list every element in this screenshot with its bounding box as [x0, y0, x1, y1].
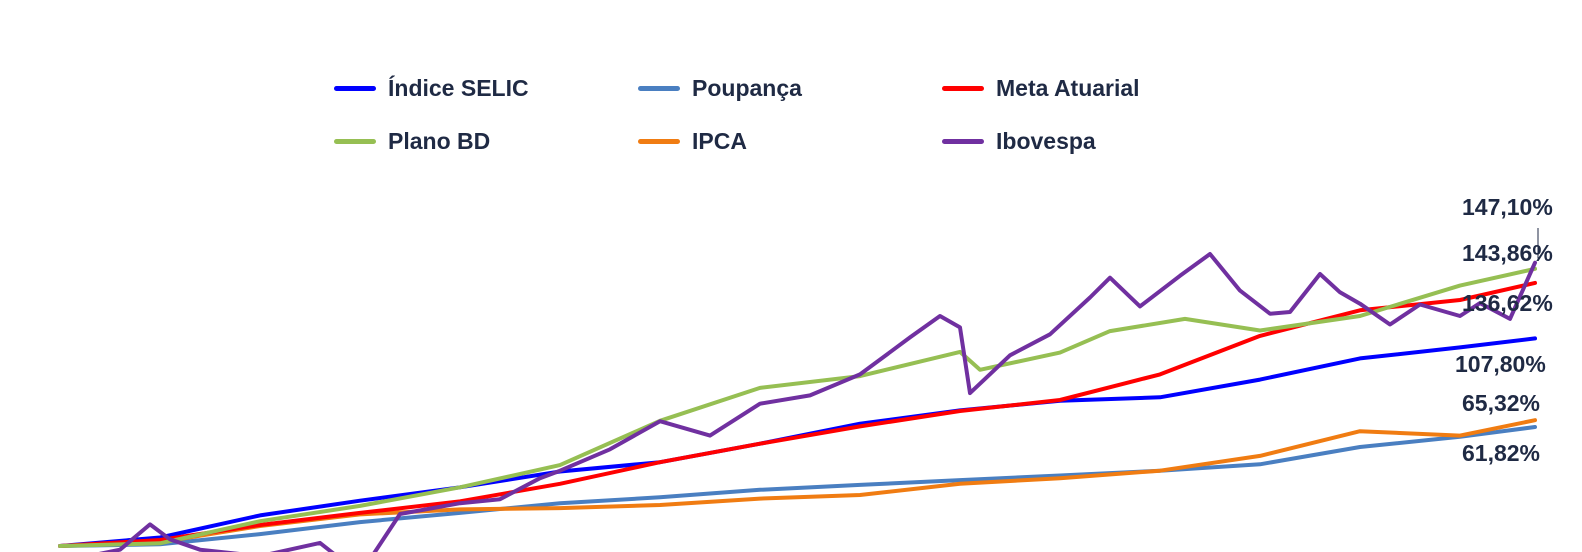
series-line-poupanca — [58, 425, 1537, 548]
end-label-indice-selic: 107,80% — [1455, 351, 1546, 377]
legend-item-ibovespa[interactable]: Ibovespa — [942, 128, 1096, 155]
legend-item-poupanca[interactable]: Poupança — [638, 75, 802, 102]
legend-item-indice-selic[interactable]: Índice SELIC — [334, 75, 529, 102]
legend-item-ipca[interactable]: IPCA — [638, 128, 747, 155]
end-label-ipca: 65,32% — [1462, 390, 1541, 416]
legend-swatch-meta-atuarial — [942, 86, 984, 91]
legend-label-ibovespa: Ibovespa — [996, 128, 1096, 154]
series-line-ibovespa — [98, 252, 1537, 552]
legend-label-poupanca: Poupança — [692, 75, 802, 101]
legend-swatch-ibovespa — [942, 139, 984, 144]
end-label-ibovespa: 147,10% — [1462, 194, 1553, 220]
legend-swatch-poupanca — [638, 86, 680, 91]
legend-label-ipca: IPCA — [692, 128, 747, 154]
legend-swatch-ipca — [638, 139, 680, 144]
legend-label-indice-selic: Índice SELIC — [388, 75, 529, 101]
end-label-poupanca: 61,82% — [1462, 440, 1541, 466]
legend-swatch-plano-bd — [334, 139, 376, 144]
end-label-meta-atuarial: 136,62% — [1462, 290, 1553, 316]
legend: Índice SELIC Poupança Meta Atuarial Plan… — [0, 0, 1582, 170]
legend-item-plano-bd[interactable]: Plano BD — [334, 128, 490, 155]
series-line-plano-bd — [58, 266, 1537, 548]
legend-label-plano-bd: Plano BD — [388, 128, 491, 154]
end-label-plano-bd: 143,86% — [1462, 240, 1553, 266]
legend-item-meta-atuarial[interactable]: Meta Atuarial — [942, 75, 1140, 102]
legend-label-meta-atuarial: Meta Atuarial — [996, 75, 1140, 101]
legend-swatch-indice-selic — [334, 86, 376, 91]
